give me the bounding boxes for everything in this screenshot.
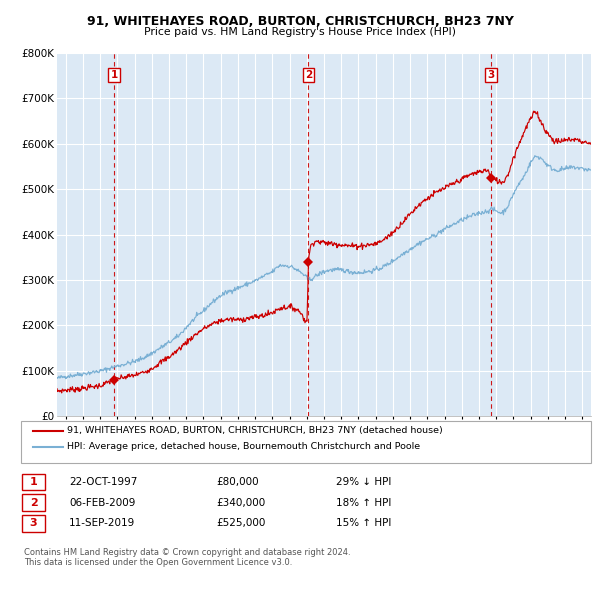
Text: 2: 2	[305, 70, 312, 80]
Text: 1: 1	[110, 70, 118, 80]
Text: 3: 3	[30, 519, 37, 528]
Text: Contains HM Land Registry data © Crown copyright and database right 2024.
This d: Contains HM Land Registry data © Crown c…	[24, 548, 350, 567]
Text: 18% ↑ HPI: 18% ↑ HPI	[336, 498, 391, 507]
Text: 29% ↓ HPI: 29% ↓ HPI	[336, 477, 391, 487]
Text: 91, WHITEHAYES ROAD, BURTON, CHRISTCHURCH, BH23 7NY: 91, WHITEHAYES ROAD, BURTON, CHRISTCHURC…	[86, 15, 514, 28]
Text: Price paid vs. HM Land Registry's House Price Index (HPI): Price paid vs. HM Land Registry's House …	[144, 27, 456, 37]
Text: HPI: Average price, detached house, Bournemouth Christchurch and Poole: HPI: Average price, detached house, Bour…	[67, 442, 421, 451]
Text: £80,000: £80,000	[216, 477, 259, 487]
Text: £525,000: £525,000	[216, 519, 265, 528]
Text: 2: 2	[30, 498, 37, 507]
Text: £340,000: £340,000	[216, 498, 265, 507]
Text: 1: 1	[30, 477, 37, 487]
Text: 15% ↑ HPI: 15% ↑ HPI	[336, 519, 391, 528]
Text: 11-SEP-2019: 11-SEP-2019	[69, 519, 135, 528]
Text: 91, WHITEHAYES ROAD, BURTON, CHRISTCHURCH, BH23 7NY (detached house): 91, WHITEHAYES ROAD, BURTON, CHRISTCHURC…	[67, 426, 443, 435]
Text: 3: 3	[487, 70, 494, 80]
Text: 06-FEB-2009: 06-FEB-2009	[69, 498, 136, 507]
Text: 22-OCT-1997: 22-OCT-1997	[69, 477, 137, 487]
